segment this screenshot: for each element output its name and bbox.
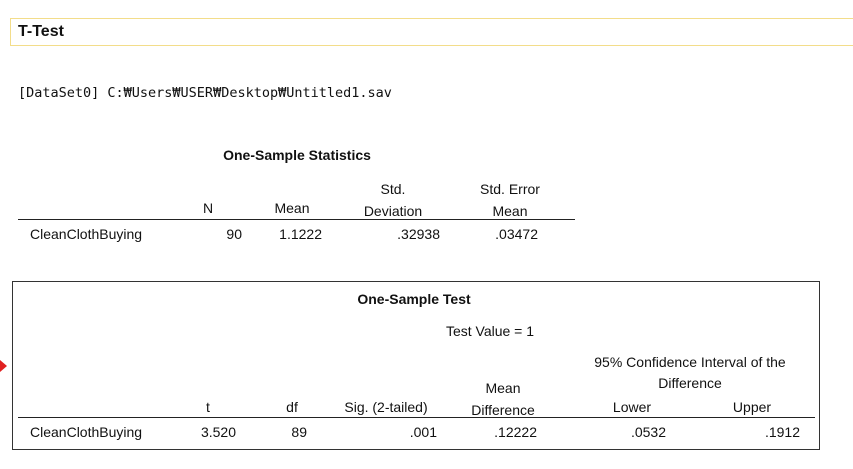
cell: 3.520 — [200, 424, 236, 440]
cell: 89 — [291, 424, 307, 440]
cell: 90 — [226, 226, 242, 242]
test-value: Test Value = 1 — [445, 323, 535, 339]
table-title: One-Sample Statistics — [223, 147, 371, 163]
cell: .1912 — [764, 424, 800, 440]
table-frame — [12, 281, 820, 450]
marker-arrow — [0, 360, 7, 372]
header-rule — [18, 417, 815, 418]
cell: .0532 — [630, 424, 666, 440]
ci-header: 95% Confidence Interval of the Differenc… — [594, 354, 786, 391]
dataset-path: [DataSet0] C:₩Users₩USER₩Desktop₩Untitle… — [18, 85, 392, 101]
header-title: T-Test — [18, 23, 64, 40]
column-header: Std. Deviation — [363, 181, 423, 219]
header-bar — [10, 18, 853, 46]
column-header: Std. Error Mean — [480, 181, 540, 219]
column-header: Upper — [732, 399, 772, 415]
table-title: One-Sample Test — [357, 291, 471, 307]
cell: .32938 — [397, 226, 440, 242]
column-header: Mean Difference — [471, 380, 535, 418]
row-label: CleanClothBuying — [30, 226, 143, 242]
column-header: df — [286, 399, 298, 415]
column-header: t — [206, 399, 210, 415]
column-header: N — [202, 200, 214, 216]
column-header: Mean — [274, 200, 310, 216]
row-label: CleanClothBuying — [30, 424, 143, 440]
cell: 1.1222 — [279, 226, 322, 242]
cell: .12222 — [494, 424, 537, 440]
cell: .03472 — [495, 226, 538, 242]
column-header: Sig. (2-tailed) — [344, 399, 428, 415]
header-rule — [18, 219, 575, 220]
column-header: Lower — [612, 399, 652, 415]
cell: .001 — [409, 424, 437, 440]
